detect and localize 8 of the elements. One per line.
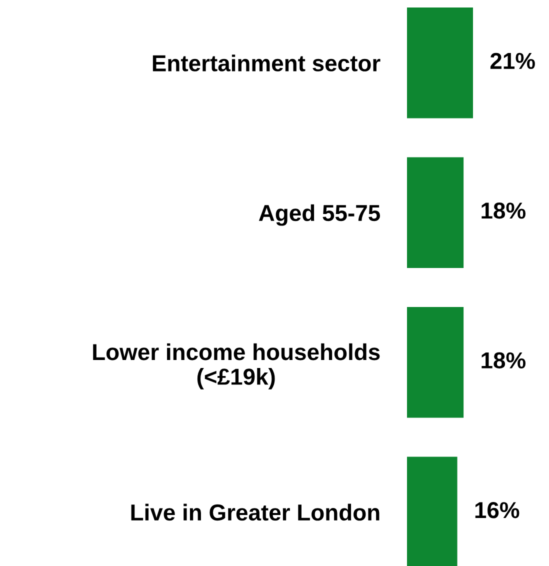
y-tick-label: Live in Greater London [131,504,380,521]
data-label: 21% [490,52,535,69]
y-tick-label: Lower income households (<£19k) [93,343,380,390]
y-tick-label: Aged 55-75 [258,204,380,226]
data-label: 18% [482,202,526,219]
data-label: 16% [475,502,520,518]
data-label: 18% [482,352,526,369]
y-tick-label: Entertainment sector [152,54,380,72]
